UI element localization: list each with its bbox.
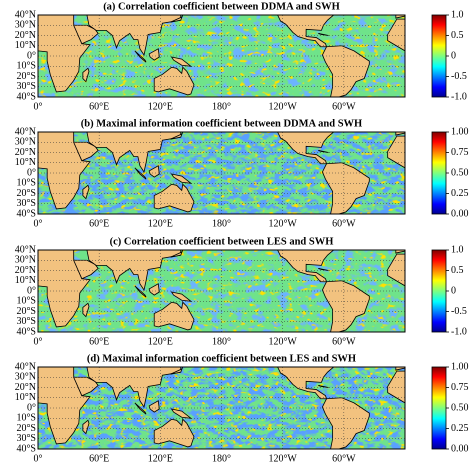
colorbar-tick-label: 0.25 bbox=[451, 423, 469, 434]
colorbar-tick-label: 0.5 bbox=[451, 30, 464, 41]
lat-label: 0° bbox=[27, 167, 36, 178]
lon-label: 60°W bbox=[332, 453, 356, 464]
lat-label: 10°N bbox=[15, 392, 36, 403]
colorbar-tick-label: 1.0 bbox=[451, 9, 464, 20]
colorbar-tick-label: 0.75 bbox=[451, 382, 469, 393]
lat-label: 10°S bbox=[16, 61, 36, 72]
lat-label: 20°N bbox=[15, 382, 36, 393]
lat-label: 30°S bbox=[16, 316, 36, 327]
lat-label: 20°N bbox=[15, 147, 36, 158]
colorbar-tick-label: 0.50 bbox=[451, 402, 469, 413]
lat-label: 30°N bbox=[15, 255, 36, 266]
lat-label: 40°N bbox=[15, 9, 36, 20]
map-frame bbox=[37, 131, 406, 215]
lat-label: 30°S bbox=[16, 198, 36, 209]
lat-label: 20°S bbox=[16, 423, 36, 434]
lat-label: 40°S bbox=[16, 91, 36, 102]
colorbar-tick-label: 1.00 bbox=[451, 126, 469, 137]
map-frame bbox=[37, 249, 406, 333]
lon-label: 120°E bbox=[148, 453, 173, 464]
colorbar-tick-label: 0 bbox=[451, 50, 456, 61]
colorbar-tick-label: 0.25 bbox=[451, 188, 469, 199]
colorbar bbox=[431, 14, 447, 98]
colorbar-tick-label: 0.50 bbox=[451, 167, 469, 178]
lon-label: 0° bbox=[34, 453, 43, 464]
colorbar bbox=[431, 366, 447, 450]
colorbar-tick-label: -1.0 bbox=[451, 91, 467, 102]
lat-label: 20°S bbox=[16, 188, 36, 199]
lon-label: 180° bbox=[212, 101, 231, 112]
lon-label: 120°E bbox=[148, 101, 173, 112]
panel-title: (d) Maximal information coefficient betw… bbox=[87, 353, 356, 364]
lat-label: 10°N bbox=[15, 40, 36, 51]
map-frame bbox=[37, 14, 406, 98]
colorbar-tick-label: -1.0 bbox=[451, 326, 467, 337]
lat-label: 40°S bbox=[16, 326, 36, 337]
lon-label: 120°W bbox=[268, 101, 297, 112]
lat-label: 20°S bbox=[16, 306, 36, 317]
lon-label: 180° bbox=[212, 218, 231, 229]
map bbox=[38, 132, 405, 214]
lon-label: 120°E bbox=[148, 218, 173, 229]
colorbar-tick-label: 0.5 bbox=[451, 265, 464, 276]
lat-label: 10°N bbox=[15, 275, 36, 286]
lat-label: 40°S bbox=[16, 208, 36, 219]
lat-label: 30°S bbox=[16, 81, 36, 92]
lat-label: 20°N bbox=[15, 30, 36, 41]
colorbar-tick-label: 0 bbox=[451, 285, 456, 296]
colorbar bbox=[431, 249, 447, 333]
lon-label: 60°E bbox=[89, 218, 109, 229]
lon-label: 120°W bbox=[268, 336, 297, 347]
panel-title: (a) Correlation coefficient between DDMA… bbox=[103, 1, 340, 12]
lat-label: 30°S bbox=[16, 433, 36, 444]
lat-label: 20°S bbox=[16, 71, 36, 82]
lon-label: 60°E bbox=[89, 101, 109, 112]
colorbar-tick-label: 0.75 bbox=[451, 147, 469, 158]
lat-label: 30°N bbox=[15, 372, 36, 383]
lat-label: 0° bbox=[27, 285, 36, 296]
colorbar-tick-label: -0.5 bbox=[451, 71, 467, 82]
lat-label: 20°N bbox=[15, 265, 36, 276]
lat-label: 10°N bbox=[15, 157, 36, 168]
lon-label: 60°W bbox=[332, 218, 356, 229]
lon-label: 0° bbox=[34, 336, 43, 347]
lon-label: 0° bbox=[34, 218, 43, 229]
colorbar-tick-label: -0.5 bbox=[451, 306, 467, 317]
lat-label: 40°S bbox=[16, 443, 36, 454]
lat-label: 40°N bbox=[15, 361, 36, 372]
panel-title: (b) Maximal information coefficient betw… bbox=[81, 118, 362, 129]
lat-label: 10°S bbox=[16, 178, 36, 189]
lat-label: 0° bbox=[27, 402, 36, 413]
lat-label: 40°N bbox=[15, 126, 36, 137]
colorbar-tick-label: 0.00 bbox=[451, 443, 469, 454]
lat-label: 40°N bbox=[15, 244, 36, 255]
colorbar-tick-label: 1.0 bbox=[451, 244, 464, 255]
colorbar-tick-label: 1.00 bbox=[451, 361, 469, 372]
lon-label: 120°W bbox=[268, 218, 297, 229]
lon-label: 120°E bbox=[148, 336, 173, 347]
map bbox=[38, 367, 405, 449]
lon-label: 180° bbox=[212, 453, 231, 464]
lon-label: 60°W bbox=[332, 101, 356, 112]
lat-label: 10°S bbox=[16, 413, 36, 424]
lat-label: 0° bbox=[27, 50, 36, 61]
lon-label: 60°E bbox=[89, 336, 109, 347]
lon-label: 120°W bbox=[268, 453, 297, 464]
lon-label: 0° bbox=[34, 101, 43, 112]
panel-title: (c) Correlation coefficient between LES … bbox=[110, 236, 334, 247]
map-frame bbox=[37, 366, 406, 450]
lon-label: 60°W bbox=[332, 336, 356, 347]
colorbar bbox=[431, 131, 447, 215]
lat-label: 10°S bbox=[16, 296, 36, 307]
lat-label: 30°N bbox=[15, 20, 36, 31]
lon-label: 60°E bbox=[89, 453, 109, 464]
colorbar-tick-label: 0.00 bbox=[451, 208, 469, 219]
lon-label: 180° bbox=[212, 336, 231, 347]
lat-label: 30°N bbox=[15, 137, 36, 148]
